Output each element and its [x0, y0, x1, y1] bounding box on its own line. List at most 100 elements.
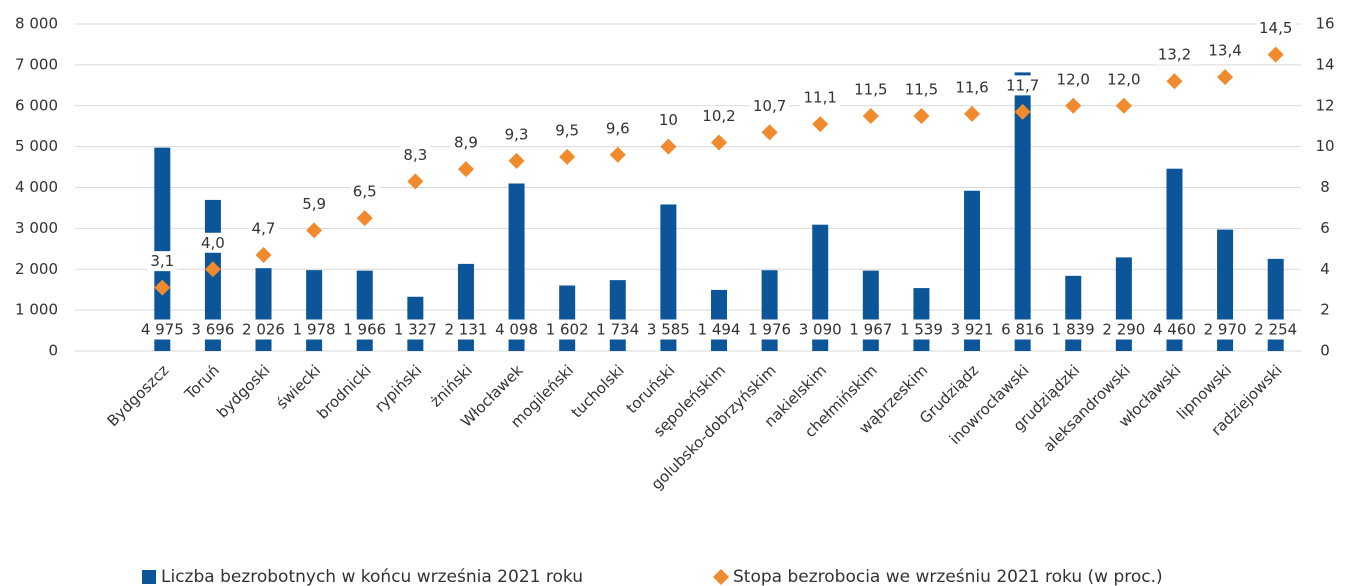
label-background — [846, 319, 896, 340]
label-background — [248, 218, 279, 239]
data-label: 8,9 — [454, 134, 478, 152]
marker — [508, 152, 525, 169]
data-label-group: 6 816 — [998, 319, 1048, 340]
data-label: 4,0 — [201, 234, 225, 252]
label-background — [1002, 75, 1043, 96]
data-label-group: 8,3 — [400, 144, 431, 165]
data-label: 1 539 — [900, 321, 943, 339]
data-label-group: 4 460 — [1150, 319, 1199, 340]
marker — [356, 210, 373, 227]
label-background — [390, 319, 440, 340]
bar — [1065, 275, 1082, 351]
data-label-group: 4 975 — [137, 319, 187, 340]
label-background — [501, 124, 532, 145]
marker — [154, 279, 171, 296]
marker — [609, 146, 626, 163]
data-label: 9,3 — [505, 125, 529, 143]
data-label-group: 3 696 — [188, 319, 238, 340]
label-background — [947, 319, 997, 340]
marker — [204, 261, 221, 278]
data-label: 11,6 — [955, 78, 988, 96]
data-label: 1 734 — [596, 321, 639, 339]
data-label: 9,5 — [555, 121, 579, 139]
data-label: 3 696 — [191, 321, 234, 339]
data-label: 4 975 — [141, 321, 184, 339]
data-label-group: 2 131 — [441, 319, 491, 340]
data-label-group: 11,6 — [952, 77, 992, 98]
label-background — [492, 319, 542, 340]
label-background — [188, 319, 238, 340]
data-label: 12,0 — [1057, 70, 1090, 88]
marker — [306, 222, 323, 239]
legend-label: Liczba bezrobotnych w końcu września 202… — [161, 567, 583, 586]
data-label: 6,5 — [353, 183, 377, 201]
y2-tick-label: 10 — [1315, 137, 1334, 155]
label-background — [745, 319, 795, 340]
label-background — [1251, 319, 1301, 340]
data-label-group: 10 — [655, 110, 681, 131]
data-label-group: 6,5 — [349, 181, 380, 202]
marker — [1014, 103, 1031, 120]
marker — [964, 105, 981, 122]
x-tick-label: tucholski — [568, 361, 628, 421]
data-label: 1 966 — [343, 321, 386, 339]
bar — [508, 183, 525, 351]
bar — [609, 280, 626, 351]
label-background — [643, 319, 693, 340]
data-label: 11,7 — [1006, 76, 1039, 94]
data-label-group: 3 921 — [947, 319, 997, 340]
data-label-group: 1 494 — [694, 319, 744, 340]
data-label: 3,1 — [150, 252, 174, 270]
y-tick-label: 5 000 — [15, 137, 58, 155]
data-label-group: 12,0 — [1104, 69, 1144, 90]
y-tick-label: 4 000 — [15, 178, 58, 196]
y2-tick-label: 6 — [1320, 219, 1330, 237]
data-label-group: 2 290 — [1099, 319, 1149, 340]
data-label: 11,5 — [905, 80, 938, 98]
y-tick-label: 6 000 — [15, 96, 58, 114]
marker — [812, 116, 829, 133]
data-label: 3 585 — [647, 321, 690, 339]
x-tick-label: aleksandrowski — [1040, 361, 1134, 455]
data-label-group: 13,2 — [1154, 44, 1195, 65]
data-label-group: 11,1 — [800, 87, 840, 108]
legend-label: Stopa bezrobocia we wrześniu 2021 roku (… — [733, 567, 1163, 586]
label-background — [451, 132, 481, 153]
marker — [457, 161, 474, 178]
bar — [964, 190, 981, 351]
data-label: 2 131 — [444, 321, 487, 339]
data-label-group: 10,7 — [749, 95, 790, 116]
label-background — [694, 319, 744, 340]
x-tick-label: brodnicki — [313, 361, 374, 422]
data-label-group: 8,9 — [451, 132, 481, 153]
x-tick-label: żniński — [427, 361, 476, 410]
data-label: 10,7 — [753, 97, 786, 115]
data-label: 4 098 — [495, 321, 538, 339]
label-background — [1200, 319, 1250, 340]
data-label-group: 3,1 — [147, 251, 178, 272]
label-background — [197, 232, 228, 253]
x-tick-label: Toruń — [181, 361, 223, 403]
label-background — [749, 95, 790, 116]
data-label: 9,6 — [606, 119, 630, 137]
label-background — [349, 181, 380, 202]
data-label: 4,7 — [252, 219, 276, 237]
label-background — [1053, 69, 1093, 90]
legend-swatch — [142, 570, 156, 584]
marker — [913, 107, 930, 124]
x-tick-label: świecki — [273, 361, 324, 412]
y2-tick-label: 2 — [1320, 301, 1330, 319]
y2-tick-label: 0 — [1320, 342, 1330, 360]
data-label-group: 13,4 — [1205, 40, 1245, 61]
data-label-group: 5,9 — [299, 193, 330, 214]
data-label: 11,1 — [804, 89, 837, 107]
data-label-group: 9,5 — [552, 120, 583, 141]
label-background — [289, 319, 339, 340]
label-background — [1205, 40, 1245, 61]
label-background — [1048, 319, 1098, 340]
y-tick-label: 3 000 — [15, 219, 58, 237]
data-label: 10,2 — [702, 107, 735, 125]
marker — [862, 107, 879, 124]
data-label-group: 4,0 — [197, 232, 228, 253]
